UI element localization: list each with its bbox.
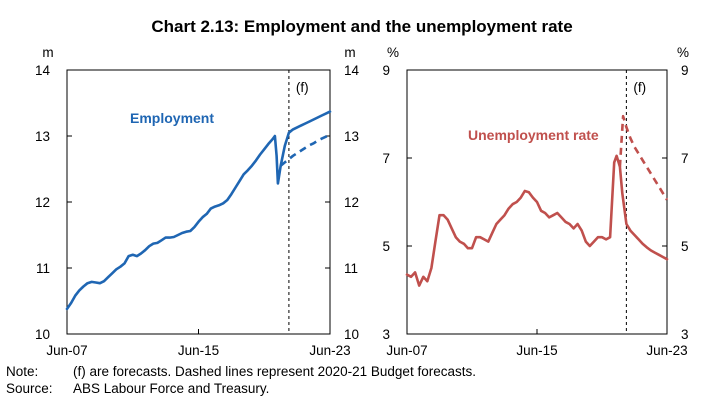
employment-ytick-label-right: 12 <box>344 195 359 210</box>
employment-ytick-label-left: 10 <box>35 327 50 342</box>
unemployment-ytick-label-left: 9 <box>382 63 390 78</box>
unemployment-xtick-label: Jun-07 <box>386 343 427 358</box>
employment-forecast-line <box>279 133 331 167</box>
employment-ytick-label-left: 14 <box>35 63 51 78</box>
employment-ytick-label-right: 14 <box>344 63 360 78</box>
employment-ytick-label-left: 13 <box>35 129 50 144</box>
unemployment-right-unit: % <box>677 45 689 60</box>
unemployment-ytick-label-left: 5 <box>382 239 390 254</box>
unemployment-ytick-label-left: 3 <box>382 327 390 342</box>
unemployment-ytick-label-right: 9 <box>681 63 689 78</box>
unemployment-ytick-label-left: 7 <box>382 151 390 166</box>
unemployment-panel: % % 3 3 5 5 7 7 9 9 Jun-07 Jun-15 Jun-23 (f) Unem… <box>382 45 689 358</box>
employment-xtick-label: Jun-23 <box>309 343 350 358</box>
unemployment-xtick-label: Jun-23 <box>646 343 687 358</box>
chart-title: Chart 2.13: Employment and the unemploym… <box>151 17 572 36</box>
note-text: (f) are forecasts. Dashed lines represen… <box>73 364 476 379</box>
employment-ytick-label-right: 11 <box>344 261 358 276</box>
source-label: Source: <box>6 381 53 396</box>
employment-panel: m m 10 10 11 11 12 12 13 13 14 14 Jun-07 Jun-15 Jun… <box>35 45 360 358</box>
employment-xtick-label: Jun-15 <box>178 343 219 358</box>
unemployment-forecast-line <box>618 114 669 201</box>
unemployment-left-unit: % <box>387 45 399 60</box>
unemployment-line <box>405 154 669 287</box>
unemployment-ytick-label-right: 3 <box>681 327 689 342</box>
employment-right-unit: m <box>344 45 355 60</box>
employment-ytick-label-left: 12 <box>35 195 50 210</box>
unemployment-ytick-label-right: 5 <box>681 239 689 254</box>
employment-line <box>65 110 332 311</box>
unemployment-forecast-label: (f) <box>633 80 646 95</box>
employment-ytick-label-right: 13 <box>344 129 359 144</box>
unemployment-series-label: Unemployment rate <box>468 127 599 143</box>
note-label: Note: <box>6 364 38 379</box>
employment-series-label: Employment <box>130 110 214 126</box>
employment-ytick-label-left: 11 <box>36 261 50 276</box>
employment-xtick-label: Jun-07 <box>46 343 87 358</box>
employment-forecast-label: (f) <box>296 80 309 95</box>
unemployment-xtick-label: Jun-15 <box>516 343 557 358</box>
unemployment-ytick-label-right: 7 <box>681 151 689 166</box>
employment-left-unit: m <box>42 45 53 60</box>
employment-ytick-label-right: 10 <box>344 327 359 342</box>
source-text: ABS Labour Force and Treasury. <box>73 381 269 396</box>
